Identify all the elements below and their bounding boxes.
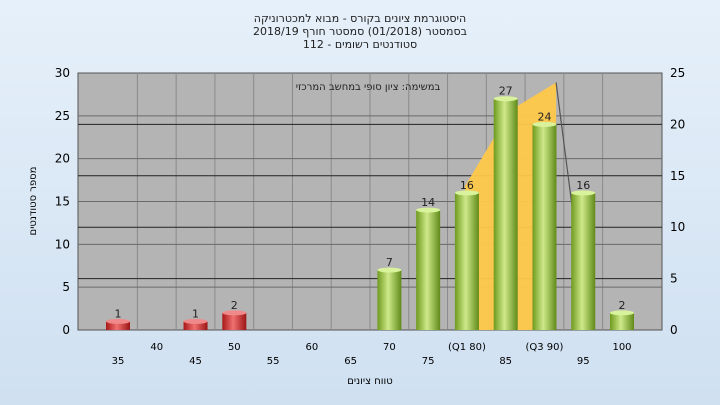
chart-title-line-1: היסטוגרמת ציונים בקורס - מבוא למכטרוניקה (253, 12, 467, 25)
bar-value-label: 1 (192, 307, 199, 320)
x-tick-label: (Q3 90) (525, 342, 563, 353)
x-tick-label: (Q1 80) (448, 342, 486, 353)
bar-value-label: 7 (386, 256, 393, 269)
bar-cap-45 (183, 318, 208, 324)
x-tick-label: 35 (112, 356, 125, 367)
bar-cap-(Q1 80) (454, 190, 479, 196)
gridlines (78, 73, 662, 330)
x-tick-label: 75 (422, 356, 435, 367)
y-axis-label: מספר סטודנטים (28, 167, 39, 236)
bar-100 (610, 312, 634, 330)
bar-value-label: 2 (231, 299, 238, 312)
y-tick-label: 30 (55, 66, 70, 80)
bar-85 (493, 98, 518, 330)
bar-cap-75 (416, 207, 441, 213)
bar-value-label: 16 (460, 179, 474, 192)
bar-value-label: 14 (421, 196, 435, 209)
x-tick-label: 95 (577, 356, 590, 367)
x-tick-label: 40 (150, 342, 163, 353)
bar-45 (183, 321, 208, 330)
bars-group (106, 96, 634, 331)
y-tick-label: 5 (62, 280, 70, 294)
bar-value-label: 1 (115, 307, 122, 320)
bar-(Q3 90) (532, 124, 557, 331)
bar-cap-85 (493, 96, 518, 102)
y-axis-right: 0 5 10 15 20 25 (670, 66, 685, 337)
x-tick-label: 55 (267, 356, 280, 367)
bar-value-label: 2 (619, 299, 626, 312)
bar-cap-(Q3 90) (532, 121, 557, 127)
bar-value-label: 27 (499, 85, 513, 98)
bar-cap-50 (222, 310, 247, 316)
y2-tick-label: 25 (670, 66, 685, 80)
y-tick-label: 10 (55, 237, 70, 251)
bar-50 (222, 312, 247, 330)
bar-70 (377, 270, 402, 330)
bar-cap-100 (610, 310, 634, 316)
y-tick-label: 0 (62, 323, 70, 337)
x-tick-label: 50 (228, 342, 241, 353)
bar-cap-35 (106, 318, 130, 324)
y2-tick-label: 10 (670, 220, 685, 234)
bar-35 (106, 321, 130, 330)
y-axis-left: 0 5 10 15 20 25 30 (55, 66, 70, 337)
x-tick-label: 65 (344, 356, 357, 367)
x-tick-label: 100 (612, 342, 631, 353)
y-tick-label: 20 (55, 152, 70, 166)
y2-tick-label: 15 (670, 169, 685, 183)
x-axis: 35 40 45 50 55 60 65 70 75 (Q1 80) 85 (Q3 90) 95 100 (112, 342, 632, 367)
x-tick-label: 70 (383, 342, 396, 353)
x-tick-label: 45 (189, 356, 202, 367)
y2-tick-label: 0 (670, 323, 678, 337)
chart-title-line-3: סטודנטים רשומים - 112 (302, 38, 418, 51)
bar-value-label: 16 (576, 179, 590, 192)
x-tick-label: 85 (499, 356, 512, 367)
bar-value-label: 24 (537, 110, 551, 123)
chart-title-line-2: בסמסטר (01/2018) סמסטר חורף 2018/19 (253, 25, 467, 38)
bar-(Q1 80) (454, 192, 479, 330)
y2-tick-label: 5 (670, 272, 678, 286)
bar-cap-70 (377, 267, 402, 273)
x-axis-label: טווח ציונים (347, 376, 392, 387)
bar-75 (416, 210, 441, 330)
y-tick-label: 25 (55, 109, 70, 123)
bar-cap-95 (571, 190, 596, 196)
bar-95 (571, 192, 596, 330)
annotation-text: במשימה: ציון סופי במחשב המרכזי (296, 82, 441, 93)
x-tick-label: 60 (305, 342, 318, 353)
y-tick-label: 15 (55, 195, 70, 209)
y2-tick-label: 20 (670, 117, 685, 131)
